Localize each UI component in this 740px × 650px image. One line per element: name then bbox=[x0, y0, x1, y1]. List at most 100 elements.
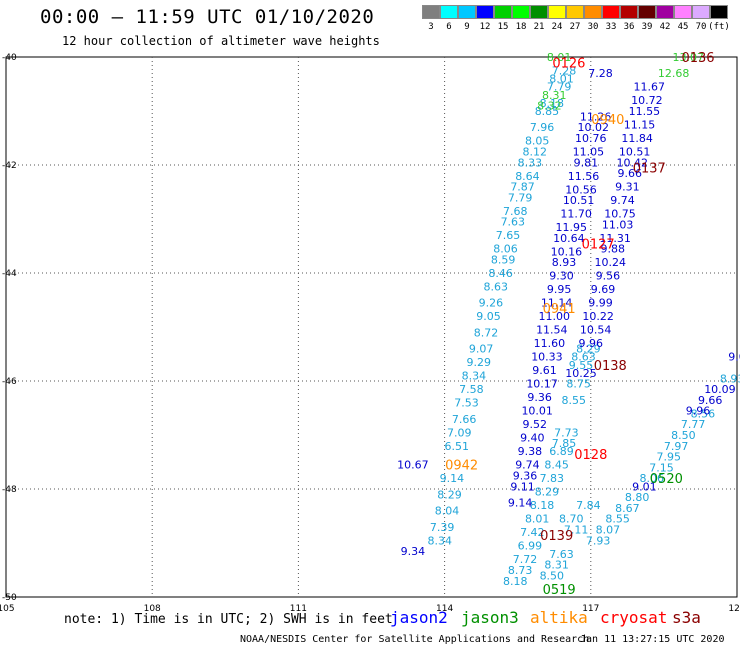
data-point-value: 8.06 bbox=[639, 472, 664, 485]
color-scale-cell bbox=[620, 5, 638, 19]
data-point-value: 8.05 bbox=[525, 135, 550, 148]
data-point-value: 8.34 bbox=[462, 370, 487, 383]
data-point-value: 8.59 bbox=[491, 254, 516, 267]
color-scale-tick: 33 bbox=[605, 22, 617, 32]
data-point-value: 9.05 bbox=[476, 310, 501, 323]
data-point-value: 10.16 bbox=[551, 245, 583, 258]
color-scale-cell bbox=[512, 5, 530, 19]
data-point-value: 10.09 bbox=[704, 383, 736, 396]
data-point-value: 11.31 bbox=[599, 232, 631, 245]
data-point-value: 11.00 bbox=[539, 310, 571, 323]
color-scale-cell bbox=[656, 5, 674, 19]
data-point-value: 8.33 bbox=[518, 156, 543, 169]
data-point-value: 7.85 bbox=[552, 437, 577, 450]
data-point-value: 8.01 bbox=[547, 51, 572, 64]
x-tick-label: 117 bbox=[582, 604, 599, 614]
data-point-value: 8.93 bbox=[552, 256, 577, 269]
pass-time-label: 0519 bbox=[543, 583, 576, 598]
data-point-value: 9.30 bbox=[549, 270, 574, 283]
data-point-value: 10.22 bbox=[582, 310, 614, 323]
satellite-label-cryosat: cryosat bbox=[600, 608, 668, 627]
data-point-value: 8.12 bbox=[523, 146, 548, 159]
data-point-value: 13.07 bbox=[673, 51, 705, 64]
data-point-value: 12.68 bbox=[658, 67, 690, 80]
color-scale-cell bbox=[494, 5, 512, 19]
data-point-value: 7.66 bbox=[452, 413, 477, 426]
pass-time-label: 0520 bbox=[650, 472, 683, 487]
data-point-value: 9.14 bbox=[440, 472, 465, 485]
data-point-value: 6.99 bbox=[518, 540, 543, 553]
data-point-value: 9.88 bbox=[600, 243, 625, 256]
data-point-value: 7.58 bbox=[459, 383, 484, 396]
color-scale-cell bbox=[458, 5, 476, 19]
color-scale-tick: 6 bbox=[446, 22, 452, 32]
data-point-value: 9.36 bbox=[513, 470, 538, 483]
data-point-value: 7.28 bbox=[552, 65, 577, 78]
data-point-value: 8.46 bbox=[488, 267, 513, 280]
data-point-value: 7.97 bbox=[664, 440, 689, 453]
color-scale-tick: 36 bbox=[623, 22, 635, 32]
data-point-value: 7.42 bbox=[520, 526, 545, 539]
data-point-value: 8.29 bbox=[576, 343, 601, 356]
pass-time-label: 0941 bbox=[543, 302, 576, 317]
color-scale-cell bbox=[602, 5, 620, 19]
data-point-value: 7.73 bbox=[554, 426, 579, 439]
data-point-value: 8.31 bbox=[542, 89, 567, 102]
data-point-value: 8.55 bbox=[561, 394, 586, 407]
data-point-value: 10.02 bbox=[577, 121, 609, 134]
data-point-value: 9.07 bbox=[469, 343, 494, 356]
data-point-value: 11.26 bbox=[580, 110, 612, 123]
data-point-value: 7.93 bbox=[586, 534, 611, 547]
data-point-value: 8.29 bbox=[535, 486, 560, 499]
data-point-value: 9.96 bbox=[686, 405, 711, 418]
data-point-value: 8.73 bbox=[508, 564, 533, 577]
y-tick-label: -48 bbox=[2, 485, 17, 495]
data-point-value: 7.84 bbox=[576, 499, 601, 512]
data-point-value: 7.87 bbox=[510, 181, 535, 194]
data-point-value: 9.38 bbox=[518, 445, 543, 458]
data-point-value: 9.14 bbox=[508, 497, 533, 510]
color-scale-tick: 27 bbox=[569, 22, 581, 32]
pass-time-label: 0127 bbox=[582, 237, 615, 252]
data-point-value: 8.55 bbox=[605, 513, 630, 526]
data-point-value: 7.96 bbox=[530, 121, 555, 134]
data-point-value: 8.63 bbox=[484, 281, 509, 294]
data-point-value: 7.63 bbox=[501, 216, 526, 229]
data-point-value: 6.89 bbox=[549, 445, 574, 458]
data-point-value: 9.99 bbox=[588, 297, 613, 310]
data-point-value: 8.85 bbox=[535, 105, 560, 118]
data-point-value: 7.68 bbox=[503, 205, 528, 218]
data-point-value: 8.56 bbox=[691, 407, 716, 420]
data-point-value: 9.26 bbox=[479, 297, 504, 310]
data-point-value: 8.70 bbox=[559, 513, 584, 526]
data-point-value: 9.74 bbox=[515, 459, 540, 472]
data-point-value: 9.95 bbox=[547, 283, 572, 296]
data-point-value: 11.56 bbox=[568, 170, 600, 183]
data-point-value: 8.29 bbox=[437, 488, 462, 501]
data-point-value: 9.61 bbox=[532, 364, 557, 377]
data-point-value: 9.55 bbox=[569, 359, 594, 372]
data-point-value: 7.83 bbox=[540, 472, 565, 485]
color-scale-tick: 39 bbox=[641, 22, 653, 32]
data-point-value: 10.17 bbox=[526, 378, 558, 391]
data-point-value: 8.18 bbox=[540, 97, 565, 110]
data-point-value: 9.69 bbox=[591, 283, 616, 296]
data-point-value: 10.54 bbox=[580, 324, 612, 337]
data-point-value: 8.01 bbox=[525, 513, 550, 526]
data-point-value: 9.01 bbox=[632, 480, 657, 493]
data-point-value: 11.14 bbox=[541, 297, 573, 310]
data-point-value: 8.18 bbox=[530, 499, 555, 512]
data-point-value: 11.70 bbox=[560, 208, 592, 221]
data-point-value: 9.81 bbox=[574, 156, 599, 169]
data-point-value: 11.95 bbox=[556, 221, 588, 234]
data-point-value: 9.74 bbox=[610, 194, 635, 207]
color-scale-tick: 3 bbox=[428, 22, 434, 32]
pass-time-label: 0942 bbox=[445, 459, 478, 474]
x-tick-label: 108 bbox=[144, 604, 161, 614]
data-point-value: 8.93 bbox=[720, 372, 740, 385]
color-scale-tick: 42 bbox=[659, 22, 671, 32]
data-point-value: 10.42 bbox=[616, 156, 648, 169]
data-point-value: 9.11 bbox=[510, 480, 535, 493]
data-point-value: 8.64 bbox=[515, 170, 540, 183]
